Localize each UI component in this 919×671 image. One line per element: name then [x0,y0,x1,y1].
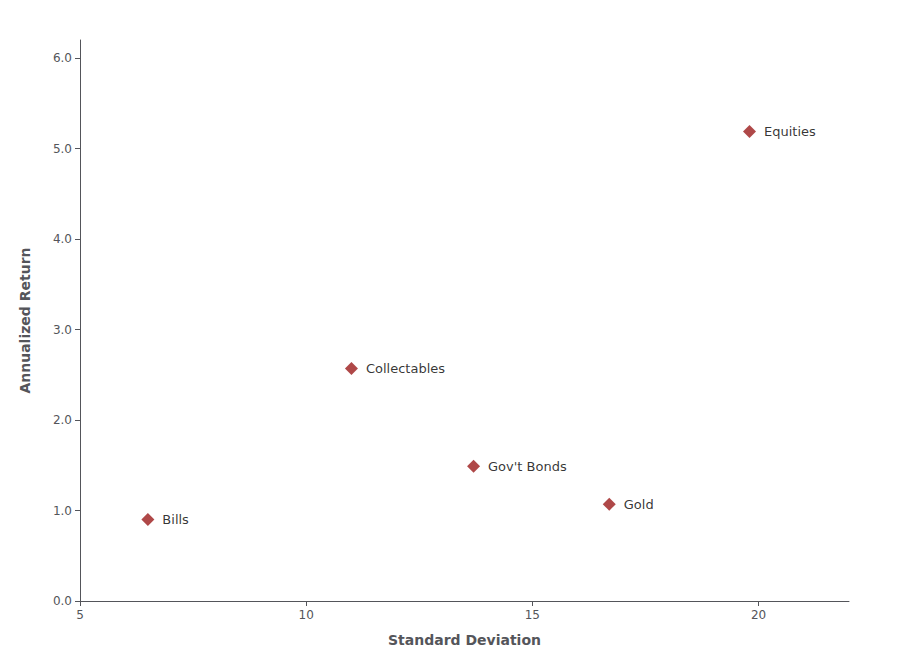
svg-text:Gold: Gold [624,497,654,512]
svg-text:5.0: 5.0 [53,142,72,156]
svg-text:2.0: 2.0 [53,413,72,427]
svg-text:10: 10 [299,608,314,622]
svg-text:4.0: 4.0 [53,232,72,246]
svg-text:5: 5 [76,608,84,622]
svg-text:Bills: Bills [162,512,189,527]
svg-text:Equities: Equities [764,124,816,139]
svg-text:Standard Deviation: Standard Deviation [388,632,541,648]
svg-text:15: 15 [525,608,540,622]
svg-text:Collectables: Collectables [366,361,445,376]
svg-text:6.0: 6.0 [53,51,72,65]
svg-text:Annualized Return: Annualized Return [17,247,33,393]
svg-text:3.0: 3.0 [53,323,72,337]
svg-text:1.0: 1.0 [53,504,72,518]
svg-text:20: 20 [751,608,766,622]
svg-text:Gov't Bonds: Gov't Bonds [488,459,567,474]
svg-text:0.0: 0.0 [53,594,72,608]
